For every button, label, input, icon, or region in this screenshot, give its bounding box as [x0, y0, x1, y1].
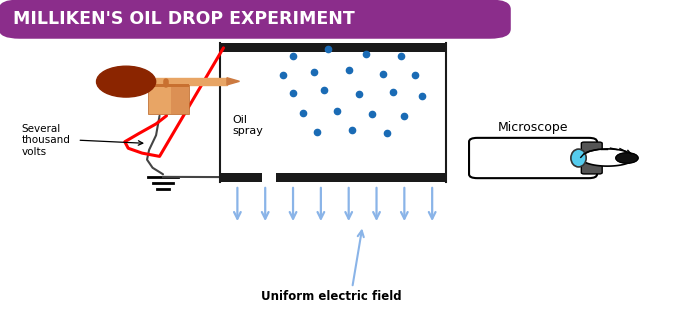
Text: Microscope: Microscope [498, 121, 568, 134]
Ellipse shape [571, 149, 586, 167]
Text: Several
thousand
volts: Several thousand volts [22, 124, 71, 157]
FancyBboxPatch shape [469, 138, 597, 178]
Text: Uniform electric field: Uniform electric field [261, 290, 402, 302]
Ellipse shape [97, 66, 155, 97]
Bar [150, 78, 227, 85]
Bar [220, 43, 446, 52]
Polygon shape [227, 78, 239, 85]
Text: Oil
spray: Oil spray [232, 115, 263, 136]
Bar [171, 85, 189, 114]
Circle shape [616, 153, 638, 163]
Polygon shape [581, 149, 634, 166]
FancyBboxPatch shape [0, 0, 511, 39]
Bar [148, 84, 189, 88]
FancyBboxPatch shape [581, 142, 602, 174]
Bar [220, 173, 262, 182]
Text: MILLIKEN'S OIL DROP EXPERIMENT: MILLIKEN'S OIL DROP EXPERIMENT [13, 10, 354, 28]
Text: Cover: Cover [335, 22, 373, 35]
Bar [148, 85, 189, 114]
Bar [276, 173, 446, 182]
